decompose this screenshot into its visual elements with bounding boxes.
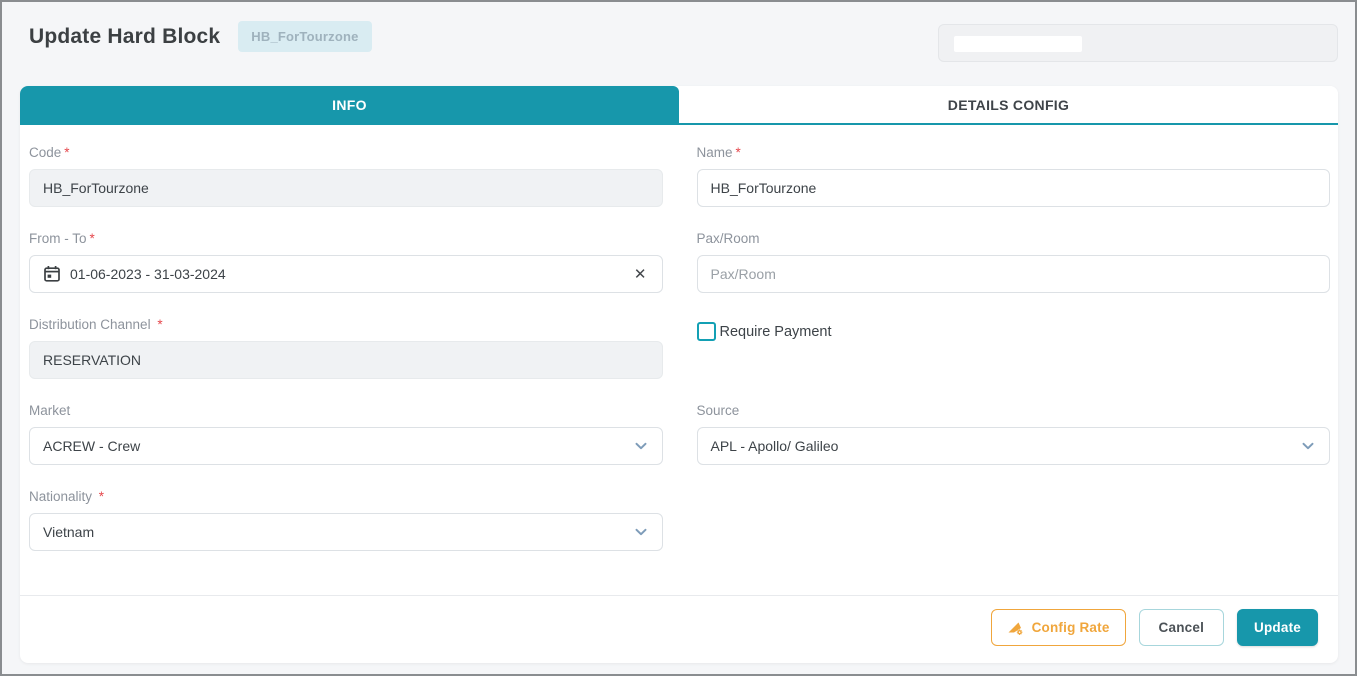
field-source: Source APL - Apollo/ Galileo — [696, 403, 1330, 465]
required-asterisk: * — [98, 489, 105, 504]
pen-gear-icon — [1008, 622, 1022, 635]
field-pax-room: Pax/Room — [696, 231, 1330, 293]
page-title: Update Hard Block — [29, 24, 221, 48]
config-rate-button[interactable]: Config Rate — [990, 609, 1126, 646]
pax-room-label: Pax/Room — [696, 231, 760, 246]
source-select[interactable]: APL - Apollo/ Galileo — [696, 427, 1330, 465]
info-form: Code* Name* From - To* — [20, 125, 1338, 595]
date-range-input[interactable]: 01-06-2023 - 31-03-2024 ✕ — [29, 255, 663, 293]
chevron-down-icon — [1302, 442, 1314, 450]
date-range-value: 01-06-2023 - 31-03-2024 — [70, 266, 226, 282]
market-select[interactable]: ACREW - Crew — [29, 427, 663, 465]
distribution-channel-input-field — [43, 352, 649, 368]
empty-cell — [697, 489, 1331, 551]
name-input-field[interactable] — [710, 180, 1316, 196]
require-payment-label: Require Payment — [719, 323, 832, 340]
tab-info[interactable]: INFO — [20, 86, 679, 123]
code-label: Code * — [29, 145, 70, 160]
pax-room-input-field[interactable] — [710, 266, 1316, 282]
market-selected-value: ACREW - Crew — [43, 438, 141, 454]
chevron-down-icon — [635, 528, 646, 536]
pax-room-input[interactable] — [696, 255, 1330, 293]
field-from-to: From - To * 01-06-2023 - 31-03-2024 ✕ — [29, 231, 663, 293]
chevron-down-icon — [635, 442, 646, 450]
tab-details-config[interactable]: DETAILS CONFIG — [679, 86, 1338, 123]
field-nationality: Nationality * Vietnam — [29, 489, 663, 551]
code-input-field — [43, 180, 649, 196]
redacted-text-block — [954, 36, 1082, 52]
from-to-label: From - To * — [29, 231, 95, 246]
distribution-channel-input — [29, 341, 663, 379]
field-market: Market ACREW - Crew — [29, 403, 663, 465]
tab-bar: INFO DETAILS CONFIG — [20, 86, 1338, 125]
field-name: Name * — [696, 145, 1330, 207]
cancel-button[interactable]: Cancel — [1138, 609, 1225, 646]
name-label: Name * — [696, 145, 741, 160]
update-label: Update — [1254, 620, 1301, 635]
code-input — [29, 169, 663, 207]
field-code: Code * — [29, 145, 663, 207]
update-hard-block-card: INFO DETAILS CONFIG Code* Name* — [20, 86, 1338, 663]
require-payment-checkbox[interactable] — [696, 322, 716, 341]
source-label: Source — [696, 403, 740, 418]
config-rate-label: Config Rate — [1031, 620, 1110, 635]
clear-date-icon[interactable]: ✕ — [633, 265, 647, 283]
name-input[interactable] — [696, 169, 1330, 207]
nationality-select[interactable]: Vietnam — [29, 513, 663, 551]
required-asterisk: * — [64, 145, 70, 160]
field-require-payment: Require Payment — [696, 317, 1331, 379]
market-label: Market — [29, 403, 71, 418]
required-asterisk: * — [89, 231, 95, 246]
update-button[interactable]: Update — [1237, 609, 1318, 646]
nationality-selected-value: Vietnam — [43, 524, 95, 540]
nationality-label: Nationality * — [29, 489, 105, 504]
card-footer: Config Rate Cancel Update — [20, 595, 1338, 663]
distribution-channel-label: Distribution Channel * — [29, 317, 163, 332]
field-distribution-channel: Distribution Channel * — [29, 317, 663, 379]
header-context-box — [938, 24, 1338, 62]
cancel-label: Cancel — [1158, 620, 1205, 635]
source-selected-value: APL - Apollo/ Galileo — [710, 438, 839, 454]
record-code-badge: HB_ForTourzone — [238, 21, 372, 52]
required-asterisk: * — [735, 145, 741, 160]
required-asterisk: * — [157, 317, 163, 332]
calendar-icon — [44, 266, 60, 282]
header: Update Hard Block HB_ForTourzone — [29, 21, 372, 52]
